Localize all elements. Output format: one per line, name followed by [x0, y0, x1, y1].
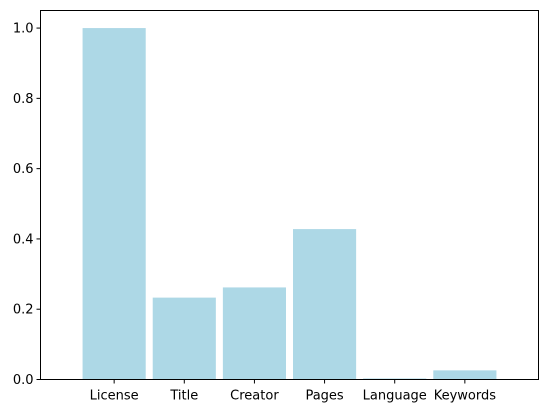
- y-tick-label: 0.4: [13, 232, 34, 247]
- x-tick-label: Title: [169, 389, 198, 404]
- x-tick-label: Creator: [230, 389, 279, 404]
- y-tick-label: 1.0: [13, 22, 34, 37]
- plot-frame: [40, 10, 539, 380]
- x-tick-label: Pages: [305, 389, 343, 404]
- x-tick-label: License: [90, 389, 139, 404]
- y-tick-label: 0.2: [13, 303, 34, 318]
- bar-creator: [222, 287, 286, 380]
- bars-group: [82, 28, 497, 380]
- bar-license: [82, 28, 146, 380]
- bar-keywords: [433, 370, 497, 380]
- bar-pages: [293, 229, 357, 380]
- x-tick-label: Language: [363, 389, 427, 404]
- y-axis: 0.0 0.2 0.4 0.6 0.8 1.0: [13, 22, 41, 388]
- y-tick-label: 0.8: [13, 92, 34, 107]
- x-axis: License Title Creator Pages Language Keywords: [90, 379, 497, 404]
- x-tick-label: Keywords: [434, 389, 497, 404]
- y-tick-label: 0.0: [13, 373, 34, 388]
- y-tick-label: 0.6: [13, 162, 34, 177]
- bar-language: [363, 378, 427, 380]
- bar-title: [152, 297, 216, 380]
